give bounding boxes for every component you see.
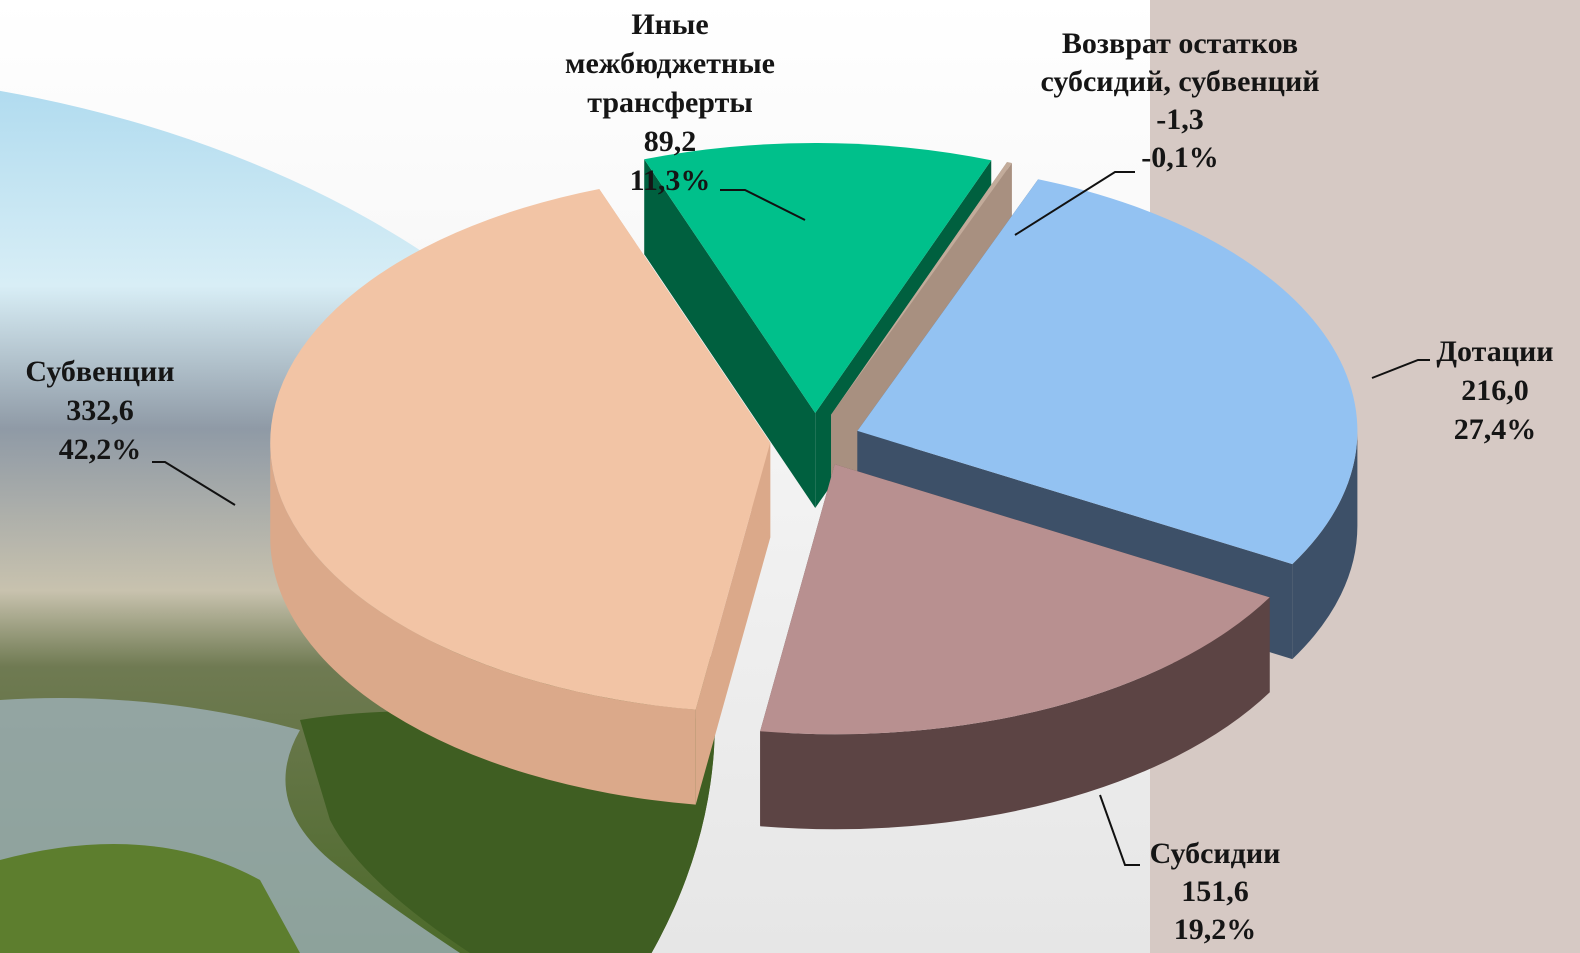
slice-side — [695, 442, 771, 805]
slice-label: Дотации 216,0 27,4% — [1415, 332, 1575, 449]
slice-label: Субсидии 151,6 19,2% — [1130, 835, 1300, 949]
category-label: Иные межбюджетные трансферты — [565, 8, 775, 119]
category-label: Дотации — [1436, 335, 1554, 368]
slice — [270, 188, 771, 710]
slice-side — [644, 159, 816, 509]
percent-label: -0,1% — [1141, 141, 1219, 174]
value-label: 216,0 — [1461, 374, 1529, 407]
slice-label: Возврат остатков субсидий, субвенций -1,… — [1010, 25, 1350, 177]
category-label: Субвенции — [25, 355, 175, 388]
leader-line — [1099, 794, 1140, 866]
slice — [644, 143, 992, 414]
leader-line — [152, 461, 236, 506]
slice — [831, 162, 1012, 415]
slice-label: Иные межбюджетные трансферты 89,2 11,3% — [530, 5, 810, 200]
percent-label: 11,3% — [629, 164, 711, 197]
value-label: -1,3 — [1156, 103, 1204, 136]
category-label: Возврат остатков субсидий, субвенций — [1040, 27, 1320, 98]
leader-line — [1371, 359, 1430, 379]
slice-wall — [760, 597, 1270, 830]
slice-wall — [270, 442, 696, 805]
leader-line — [720, 189, 806, 221]
slice — [760, 464, 1270, 735]
pie — [270, 143, 1358, 830]
slice-label: Субвенции 332,6 42,2% — [10, 352, 190, 469]
slice — [857, 179, 1358, 565]
slice-wall — [1292, 430, 1358, 660]
value-label: 151,6 — [1181, 875, 1249, 908]
percent-label: 19,2% — [1173, 913, 1257, 946]
category-label: Субсидии — [1149, 837, 1281, 870]
percent-label: 42,2% — [58, 433, 142, 466]
value-label: 332,6 — [66, 394, 134, 427]
percent-label: 27,4% — [1453, 413, 1537, 446]
value-label: 89,2 — [643, 125, 697, 158]
leader-lines — [152, 171, 1430, 866]
leader-line — [1014, 171, 1135, 236]
